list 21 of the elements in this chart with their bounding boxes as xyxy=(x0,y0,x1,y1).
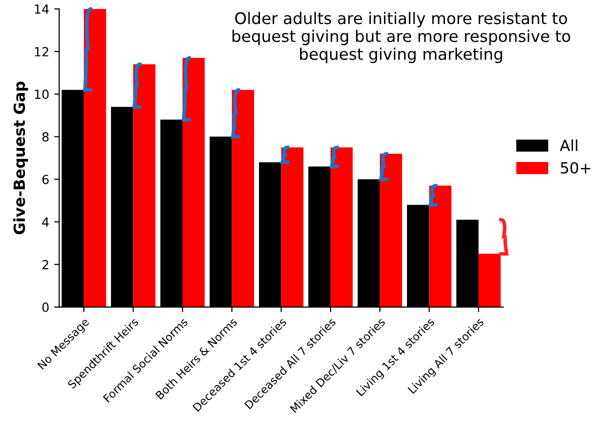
bar xyxy=(232,90,254,308)
y-tick-label: 8 xyxy=(42,132,49,142)
bar xyxy=(478,254,501,308)
annotation: Older adults are initially more resistant to bequest giving but are more responsive to bequest giving marketing xyxy=(232,12,570,64)
y-tick-label: 12 xyxy=(34,46,48,56)
y-tick-label: 0 xyxy=(42,302,49,312)
bar xyxy=(330,147,353,308)
y-tick-label: 6 xyxy=(42,174,49,184)
y-axis-title: Give-Bequest Gap xyxy=(13,82,28,234)
bar xyxy=(182,58,205,308)
y-tick-label: 4 xyxy=(42,218,49,227)
y-tick-label: 2 xyxy=(42,260,48,270)
bar xyxy=(281,147,304,308)
y-tick-label: 10 xyxy=(34,90,49,100)
legend-label: 50+ xyxy=(560,162,590,174)
bar xyxy=(84,8,106,308)
legend-label: All xyxy=(560,139,578,151)
bar xyxy=(380,154,402,308)
y-tick-label: 14 xyxy=(34,4,49,14)
bar xyxy=(429,186,452,308)
bar xyxy=(133,64,156,308)
